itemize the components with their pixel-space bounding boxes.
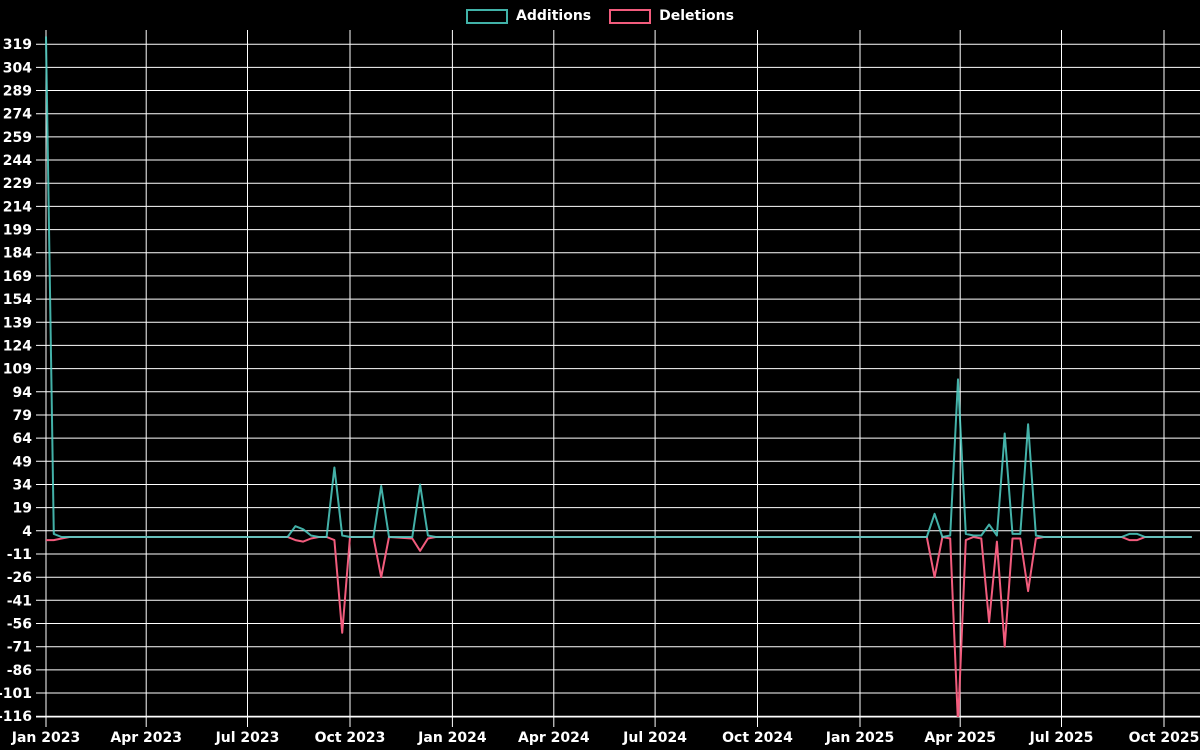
- y-axis-tick-label: 229: [3, 176, 32, 192]
- x-axis-tick-label: Oct 2023: [315, 730, 386, 746]
- x-axis-tick-label: Oct 2025: [1129, 730, 1200, 746]
- chart-legend: Additions Deletions: [0, 8, 1200, 24]
- y-axis-tick-label: -116: [0, 709, 32, 725]
- x-axis-tick-label: Oct 2024: [722, 730, 793, 746]
- x-axis-tick-label: Jul 2023: [215, 730, 280, 746]
- y-axis-tick-label: -11: [7, 547, 32, 563]
- x-axis-tick-label: Jan 2024: [417, 730, 487, 746]
- y-axis-tick-label: 184: [3, 246, 32, 262]
- y-axis-tick-label: -26: [7, 570, 32, 586]
- y-axis-tick-label: -56: [7, 617, 32, 633]
- legend-item-deletions[interactable]: Deletions: [609, 8, 734, 24]
- y-axis-tick-label: 4: [22, 524, 32, 540]
- axes: [36, 716, 1200, 727]
- y-axis-tick-label: 94: [13, 385, 33, 401]
- deletions-line: [46, 536, 1192, 717]
- y-axis-tick-label: -41: [7, 593, 32, 609]
- y-axis-tick-label: 244: [3, 153, 32, 169]
- axis-labels: 319 304 289 274 259 244 229 214 199 184 169 154 139 1…: [0, 37, 1199, 746]
- y-axis-tick-label: 199: [3, 223, 32, 239]
- y-axis-tick-label: -71: [7, 640, 32, 656]
- x-axis-tick-label: Jan 2025: [825, 730, 894, 746]
- y-axis-tick-label: 289: [3, 84, 32, 100]
- y-axis-tick-label: 64: [13, 431, 33, 447]
- y-axis-tick-label: 139: [3, 315, 32, 331]
- y-axis-tick-label: -101: [0, 686, 32, 702]
- gridlines: [36, 30, 1200, 717]
- y-axis-tick-label: 169: [3, 269, 32, 285]
- y-axis-tick-label: 304: [3, 60, 32, 76]
- x-axis-tick-label: Apr 2024: [518, 730, 590, 746]
- deletions-legend-label: Deletions: [659, 8, 734, 24]
- x-axis-tick-label: Jul 2025: [1029, 730, 1094, 746]
- additions-line: [45, 36, 1192, 538]
- x-axis-tick-label: Apr 2023: [110, 730, 182, 746]
- y-axis-tick-label: 154: [3, 292, 32, 308]
- y-axis-tick-label: 259: [3, 130, 32, 146]
- series-lines: [45, 36, 1192, 717]
- x-axis-tick-label: Jan 2023: [11, 730, 80, 746]
- y-axis-tick-label: 34: [13, 478, 33, 494]
- additions-legend-swatch: [466, 8, 509, 24]
- y-axis-tick-label: 319: [3, 37, 32, 53]
- x-axis-tick-label: Apr 2025: [924, 730, 996, 746]
- y-axis-tick-label: 109: [3, 362, 32, 378]
- y-axis-tick-label: 49: [13, 454, 32, 470]
- y-axis-tick-label: 79: [13, 408, 32, 424]
- y-axis-tick-label: 19: [13, 501, 32, 517]
- deletions-legend-swatch: [609, 8, 652, 24]
- y-axis-tick-label: 124: [3, 338, 32, 354]
- additions-legend-label: Additions: [516, 8, 592, 24]
- y-axis-tick-label: 214: [3, 199, 32, 215]
- y-axis-tick-label: 274: [3, 107, 32, 123]
- legend-item-additions[interactable]: Additions: [466, 8, 591, 24]
- y-axis-tick-label: -86: [7, 663, 32, 679]
- x-axis-tick-label: Jul 2024: [622, 730, 687, 746]
